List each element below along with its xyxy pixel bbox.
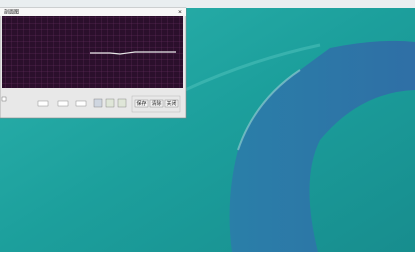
screen: 剖面图 ✕ 保存 清除 关闭 [0, 0, 415, 252]
close-icon[interactable]: ✕ [178, 10, 182, 16]
profile-window[interactable]: 剖面图 ✕ 保存 清除 关闭 [0, 8, 186, 118]
input-box[interactable] [58, 101, 68, 106]
tool-button[interactable] [118, 99, 126, 107]
tool-button[interactable] [94, 99, 102, 107]
checkbox[interactable] [2, 97, 6, 101]
button-label[interactable]: 关闭 [166, 100, 176, 107]
action-button[interactable]: 关闭 [165, 100, 178, 107]
top-strip [0, 0, 415, 8]
input-box[interactable] [76, 101, 86, 106]
input-box[interactable] [38, 101, 48, 106]
action-button[interactable]: 保存 [135, 100, 148, 107]
button-label[interactable]: 保存 [136, 100, 146, 107]
title-bar [0, 8, 186, 16]
page: 剖面图 ✕ 保存 清除 关闭 (() => { const data = JSO… [0, 0, 415, 252]
button-label[interactable]: 清除 [151, 100, 161, 107]
action-button[interactable]: 清除 [150, 100, 163, 107]
tool-button[interactable] [106, 99, 114, 107]
window-title: 剖面图 [4, 9, 19, 16]
